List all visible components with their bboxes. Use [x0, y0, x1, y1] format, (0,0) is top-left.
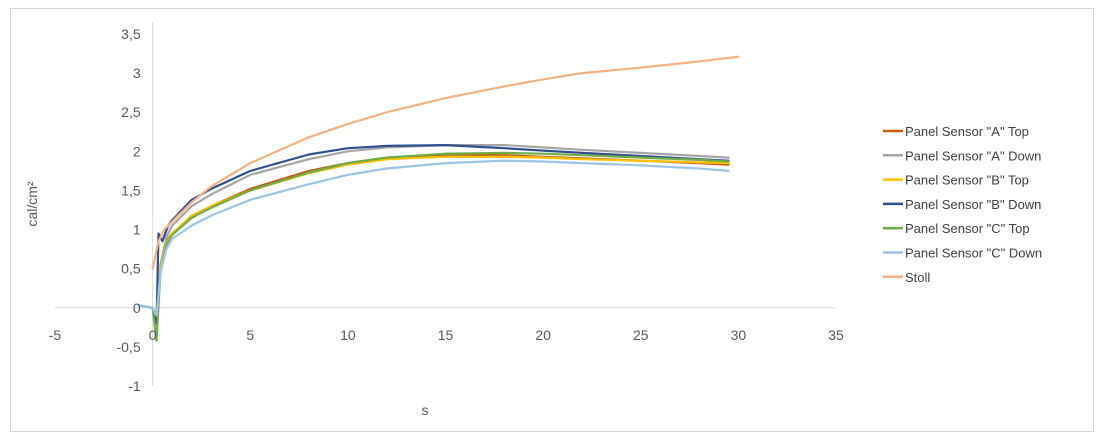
series-line-2: [137, 144, 730, 325]
x-tick-label: 35: [828, 327, 844, 343]
y-tick-label: 0: [133, 300, 141, 316]
x-tick-label: 20: [535, 327, 551, 343]
x-tick-label: 0: [149, 327, 157, 343]
legend: Panel Sensor "A" Top Panel Sensor "A" Dow…: [883, 124, 1042, 285]
x-tick-label: 5: [246, 327, 254, 343]
x-tick-label: 15: [438, 327, 454, 343]
legend-label: Panel Sensor "C" Down: [905, 246, 1042, 261]
y-tick-label: 3: [133, 65, 141, 81]
series-line-4: [137, 144, 730, 325]
series-line-1: [137, 153, 730, 321]
y-tick-label: 2: [133, 143, 141, 159]
legend-label: Panel Sensor "A" Top: [905, 124, 1029, 139]
series-line-6: [137, 159, 730, 317]
y-tick-label: 3,5: [121, 26, 141, 42]
y-tick-label: -1: [128, 378, 141, 394]
y-tick-label: 2,5: [121, 104, 141, 120]
x-tick-label: 30: [731, 327, 747, 343]
x-tick-label: 10: [340, 327, 356, 343]
chart-frame: -5 0 5 10 15 20 25 30 35 -1 -0,5 0 0,5 1 1,5 2 2,5 3 3,5 c…: [10, 8, 1094, 432]
tick-labels: -5 0 5 10 15 20 25 30 35 -1 -0,5 0 0,5 1 1,5 2 2,5 3 3,5: [49, 26, 844, 394]
axes: [55, 22, 836, 386]
y-axis-title: cal/cm²: [24, 181, 40, 226]
y-tick-label: 1,5: [121, 182, 141, 198]
x-axis-title: s: [422, 402, 429, 418]
x-tick-label: 25: [633, 327, 649, 343]
y-tick-label: -0,5: [117, 339, 141, 355]
legend-label: Panel Sensor "B" Down: [905, 197, 1041, 212]
legend-label: Panel Sensor "A" Down: [905, 148, 1041, 163]
series-layer: [137, 55, 740, 342]
legend-label: Panel Sensor "B" Top: [905, 173, 1029, 188]
y-tick-label: 0,5: [121, 261, 141, 277]
line-chart: -5 0 5 10 15 20 25 30 35 -1 -0,5 0 0,5 1 1,5 2 2,5 3 3,5 c…: [24, 22, 1042, 418]
x-tick-label: -5: [49, 327, 62, 343]
legend-label: Stoll: [905, 270, 930, 285]
series-line-7: [151, 55, 740, 270]
legend-label: Panel Sensor "C" Top: [905, 221, 1030, 236]
series-line-3: [137, 155, 730, 333]
y-tick-label: 1: [133, 222, 141, 238]
